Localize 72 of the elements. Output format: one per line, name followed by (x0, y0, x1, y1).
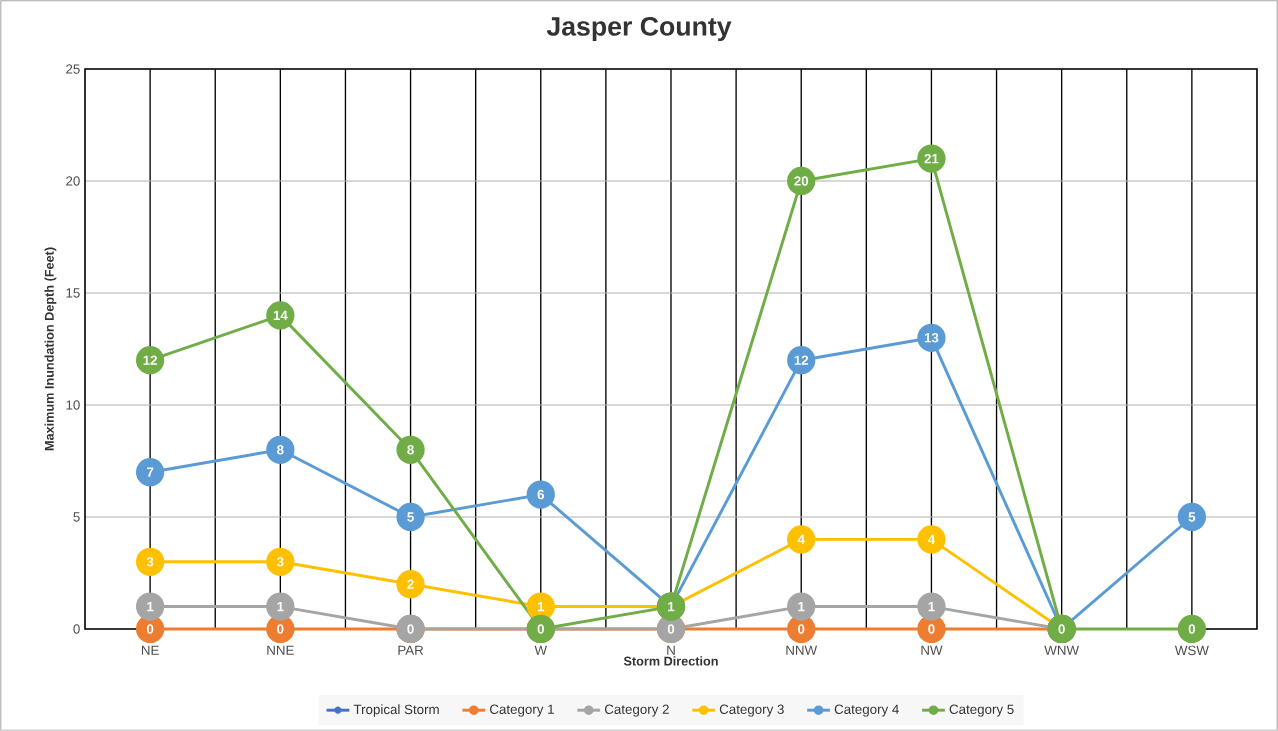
y-axis-title: Maximum Inundation Depth (Feet) (44, 247, 57, 451)
point (1177, 502, 1207, 532)
point (266, 547, 295, 576)
y-tick-label: 0 (73, 624, 80, 634)
data-label: 8 (277, 445, 284, 455)
y-tick-label: 25 (66, 64, 80, 74)
data-label: 0 (928, 624, 935, 634)
point (396, 502, 425, 532)
x-tick-label: NE (141, 645, 159, 655)
point (917, 592, 946, 621)
point (1177, 614, 1207, 644)
data-label: 4 (797, 534, 805, 544)
x-tick-label: NNE (267, 645, 294, 655)
point (396, 435, 425, 464)
y-tick-label: 5 (73, 512, 80, 522)
data-label: 12 (143, 355, 157, 365)
x-axis-title: Storm Direction (623, 656, 718, 666)
data-label: 0 (277, 624, 284, 634)
data-label: 0 (537, 624, 544, 634)
data-label: 5 (1188, 512, 1196, 522)
data-label: 1 (928, 601, 935, 612)
point (917, 525, 946, 554)
data-label: 2 (407, 579, 414, 589)
point (135, 458, 165, 487)
x-tick-label: PAR (398, 645, 424, 655)
data-label: 21 (924, 153, 939, 164)
y-tick-label: 10 (66, 400, 80, 410)
point (135, 592, 165, 621)
data-label: 1 (147, 601, 154, 612)
data-label: 14 (273, 310, 288, 320)
point (787, 592, 816, 621)
data-label: 1 (277, 601, 284, 612)
data-label: 7 (146, 467, 154, 477)
data-label: 12 (794, 355, 809, 365)
data-label: 0 (1188, 624, 1196, 634)
data-label: 0 (1058, 624, 1065, 634)
data-label: 5 (407, 512, 414, 522)
data-label: 8 (407, 445, 414, 455)
data-label: 0 (407, 624, 414, 634)
data-label: 13 (924, 333, 939, 343)
chart-title: Jasper County (546, 16, 732, 42)
data-label: 1 (798, 601, 805, 612)
data-label: 3 (276, 557, 284, 567)
legend-label: Category 1 (490, 704, 554, 717)
legend-label: Category 4 (834, 704, 899, 717)
point (266, 592, 295, 621)
x-tick-label: W (534, 645, 548, 655)
point (135, 547, 165, 576)
y-tick-label: 15 (66, 288, 80, 298)
x-tick-label: NNW (786, 645, 818, 655)
x-tick-label: NW (921, 645, 943, 655)
legend-label: Tropical Storm (353, 704, 439, 717)
point (526, 480, 555, 509)
legend-label: Category 5 (949, 704, 1014, 717)
x-tick-label: N (667, 645, 675, 655)
data-label: 0 (667, 624, 675, 634)
point (266, 435, 295, 464)
data-label: 1 (668, 601, 675, 612)
data-label: 4 (927, 534, 936, 544)
point (396, 570, 425, 599)
data-label: 0 (146, 624, 154, 634)
data-label: 6 (537, 489, 545, 500)
legend-label: Category 2 (604, 704, 669, 717)
data-label: 0 (798, 624, 805, 634)
legend-label: Category 3 (719, 704, 784, 717)
y-tick-label: 20 (66, 176, 80, 186)
data-label: 20 (794, 176, 809, 186)
data-label: 1 (537, 601, 545, 612)
x-tick-label: WNW (1044, 645, 1080, 655)
data-label: 3 (146, 557, 154, 567)
x-tick-label: WSW (1174, 645, 1209, 656)
point (787, 525, 816, 554)
